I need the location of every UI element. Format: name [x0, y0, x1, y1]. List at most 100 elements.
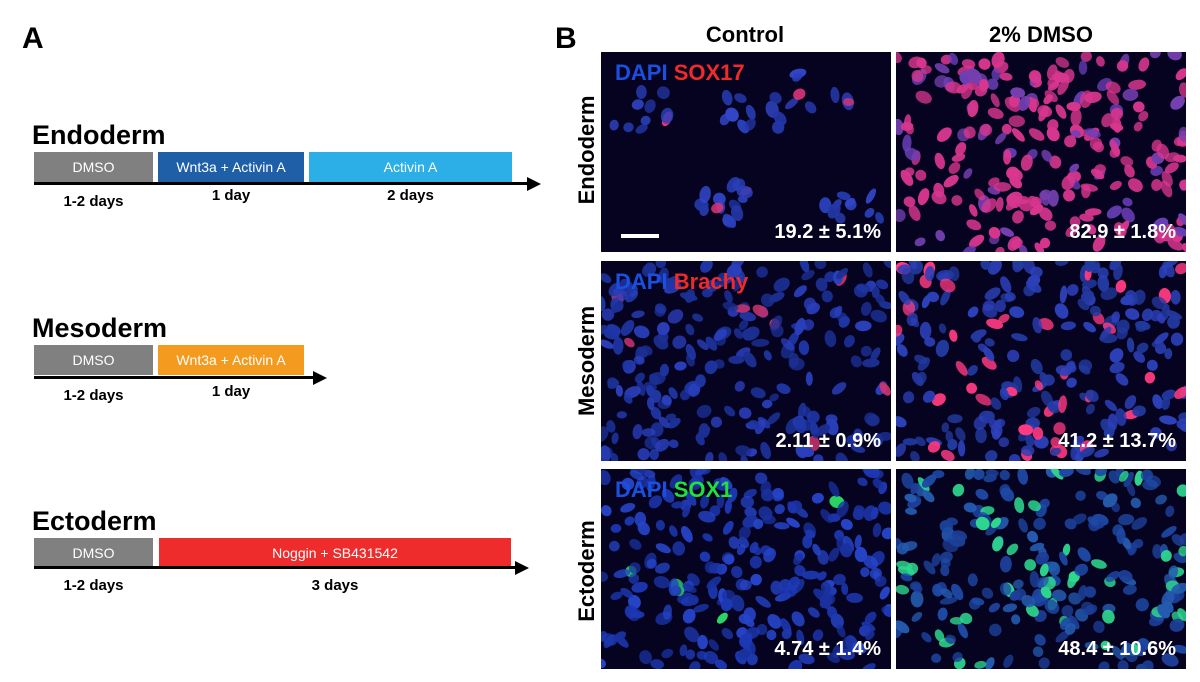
- nucleus: [1009, 176, 1023, 189]
- nucleus: [940, 565, 950, 577]
- nucleus: [1161, 397, 1171, 410]
- nucleus: [1179, 179, 1186, 191]
- nucleus: [1151, 296, 1167, 310]
- nucleus: [1044, 599, 1060, 614]
- nucleus: [743, 351, 757, 368]
- nucleus: [620, 503, 636, 513]
- nucleus: [788, 659, 803, 669]
- nucleus: [841, 582, 849, 596]
- nucleus: [714, 659, 727, 669]
- nucleus: [1100, 640, 1111, 651]
- nucleus: [1055, 104, 1067, 119]
- nucleus: [769, 393, 779, 402]
- nucleus: [910, 590, 924, 608]
- nucleus: [802, 570, 820, 580]
- nucleus: [862, 358, 880, 368]
- nucleus: [682, 608, 696, 624]
- nucleus: [862, 262, 873, 278]
- nucleus: [978, 58, 991, 70]
- nucleus: [722, 301, 739, 312]
- step-dmso: DMSO: [34, 345, 153, 375]
- nucleus: [833, 573, 846, 586]
- nucleus: [1116, 60, 1129, 72]
- duration-label: 2 days: [387, 187, 434, 204]
- nucleus: [901, 472, 914, 489]
- nucleus: [1133, 538, 1144, 549]
- percentage-label: 4.74 ± 1.4%: [774, 638, 881, 660]
- nucleus: [1029, 204, 1044, 216]
- nucleus: [1021, 594, 1035, 608]
- nucleus: [1034, 380, 1044, 391]
- nucleus: [1050, 447, 1061, 456]
- nucleus: [966, 219, 982, 231]
- nucleus: [793, 285, 807, 298]
- nucleus: [655, 519, 666, 531]
- nucleus: [624, 516, 635, 526]
- nucleus: [987, 261, 1002, 275]
- nucleus: [969, 234, 985, 248]
- nucleus: [900, 573, 913, 582]
- nucleus: [1032, 317, 1043, 334]
- nucleus: [620, 587, 634, 599]
- nucleus: [615, 385, 624, 397]
- nucleus: [1132, 405, 1146, 417]
- nucleus: [814, 261, 827, 270]
- nucleus: [1039, 563, 1049, 577]
- nucleus: [940, 449, 955, 461]
- nucleus: [921, 65, 932, 75]
- nucleus: [1069, 163, 1080, 173]
- nucleus: [681, 525, 693, 543]
- nucleus: [817, 571, 827, 581]
- nucleus: [696, 339, 709, 351]
- nucleus: [946, 517, 958, 526]
- nucleus: [1170, 95, 1185, 110]
- nucleus: [713, 328, 727, 341]
- nucleus: [648, 495, 663, 509]
- nucleus: [966, 382, 978, 394]
- nucleus: [1089, 305, 1102, 317]
- nucleus: [1064, 623, 1076, 635]
- nucleus: [904, 147, 920, 161]
- nucleus: [704, 360, 718, 375]
- nucleus: [1106, 205, 1122, 219]
- nucleus: [870, 309, 887, 323]
- nucleus: [679, 644, 688, 657]
- nucleus: [645, 385, 656, 398]
- nucleus: [745, 627, 760, 639]
- nucleus: [744, 617, 755, 628]
- nucleus: [1138, 110, 1149, 122]
- nucleus: [1160, 550, 1172, 562]
- nucleus: [1064, 135, 1077, 148]
- nucleus: [991, 68, 1001, 81]
- nucleus: [1146, 359, 1158, 371]
- nucleus: [992, 536, 1004, 552]
- nucleus: [700, 261, 713, 273]
- nucleus: [682, 583, 697, 593]
- nucleus: [836, 500, 849, 518]
- nucleus: [1028, 128, 1045, 141]
- nucleus: [1063, 68, 1075, 84]
- nucleus: [1010, 238, 1023, 249]
- nucleus: [653, 576, 670, 589]
- nucleus: [935, 339, 949, 358]
- nucleus: [1107, 413, 1118, 432]
- nucleus: [1169, 618, 1185, 632]
- nucleus: [975, 488, 989, 500]
- nucleus: [855, 320, 872, 332]
- nucleus: [1152, 217, 1169, 233]
- nucleus: [705, 279, 719, 292]
- nucleus: [644, 99, 656, 113]
- nucleus: [724, 290, 733, 303]
- nucleus: [1050, 437, 1061, 448]
- protocol-title: Ectoderm: [32, 506, 157, 536]
- nucleus: [1171, 533, 1185, 547]
- nucleus: [1079, 90, 1093, 109]
- nucleus: [1041, 390, 1054, 407]
- nucleus: [1010, 87, 1026, 99]
- nucleus: [796, 629, 805, 646]
- nucleus: [1125, 650, 1138, 663]
- nucleus: [896, 209, 906, 222]
- nucleus: [1151, 179, 1163, 191]
- nucleus: [838, 316, 850, 328]
- nucleus: [981, 587, 994, 599]
